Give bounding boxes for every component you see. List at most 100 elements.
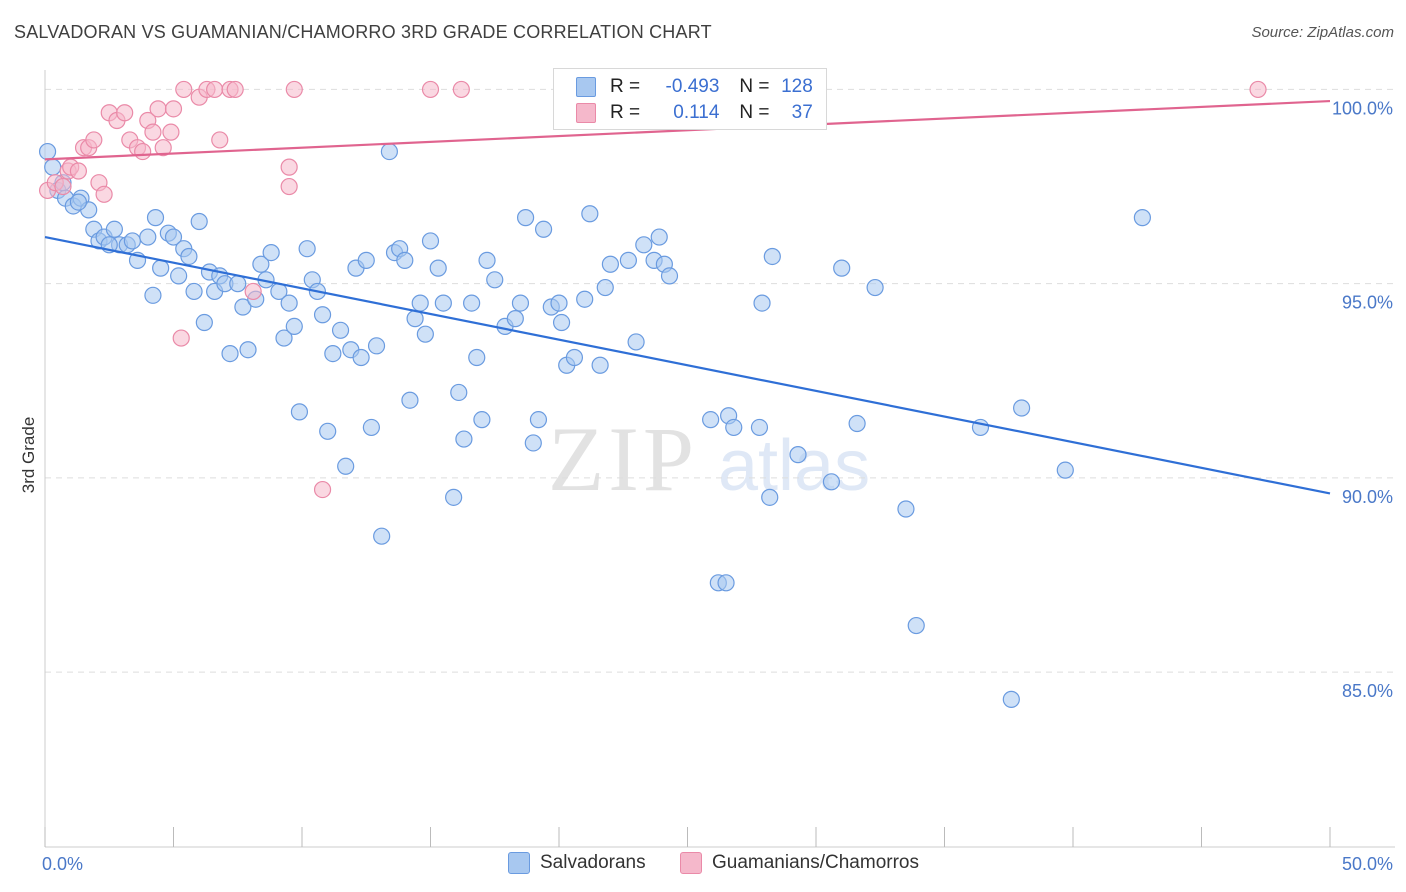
legend-r-label: R =	[610, 102, 641, 123]
salvadorans-trendline	[44, 235, 1331, 495]
scatter-point	[69, 193, 88, 211]
scatter-point	[234, 298, 252, 316]
scatter-point	[357, 251, 375, 269]
scatter-point	[789, 446, 807, 464]
scatter-point	[144, 123, 162, 141]
scatter-point	[565, 348, 584, 367]
scatter-point	[280, 158, 298, 176]
scatter-point	[822, 473, 841, 491]
scatter-point	[753, 294, 771, 312]
scatter-point	[866, 278, 884, 297]
scatter-point	[229, 275, 247, 293]
scatter-point	[206, 80, 224, 99]
legend-row-guamanians: R = 0.114 N = 37	[576, 101, 813, 125]
scatter-point	[190, 212, 208, 231]
scatter-point	[262, 243, 280, 262]
scatter-point	[149, 100, 167, 118]
scatter-point	[550, 294, 568, 312]
scatter-point	[324, 345, 342, 363]
scatter-point	[619, 251, 637, 269]
scatter-point	[421, 80, 440, 99]
scatter-point	[596, 278, 614, 297]
scatter-point	[170, 267, 188, 285]
scatter-point	[401, 391, 419, 409]
scatter-point	[116, 104, 134, 122]
scatter-point	[450, 383, 468, 402]
scatter-point	[69, 162, 88, 180]
legend-swatch-pink	[576, 103, 596, 123]
legend-r-value: -0.493	[665, 76, 720, 97]
legend-n-label: N =	[739, 102, 770, 123]
scatter-point	[221, 345, 239, 363]
chart-title: SALVADORAN VS GUAMANIAN/CHAMORRO 3RD GRA…	[14, 22, 712, 42]
scatter-point	[123, 232, 141, 250]
watermark: ZIP atlas	[548, 408, 870, 510]
scatter-point	[702, 411, 720, 429]
scatter-point	[180, 247, 198, 266]
scatter-point	[516, 209, 535, 227]
scatter-point	[280, 177, 298, 196]
y-tick-labels: 85.0% 90.0% 95.0% 100.0%	[1332, 98, 1393, 701]
scatter-point	[411, 294, 429, 312]
bottom-legend-guamanians: Guamanians/Chamorros	[680, 852, 919, 874]
scatter-point	[529, 411, 548, 429]
scatter-point	[352, 348, 370, 367]
scatter-point	[506, 310, 524, 328]
scatter-point	[601, 255, 620, 273]
x-tick-labels: 0.0% 50.0%	[42, 854, 1393, 874]
scatter-point	[907, 616, 925, 635]
scatter-point	[175, 80, 193, 99]
y-tick-label: 90.0%	[1342, 487, 1393, 507]
scatter-point	[146, 209, 165, 227]
scatter-point	[1249, 80, 1267, 99]
scatter-point	[373, 527, 391, 545]
scatter-point	[1002, 690, 1020, 708]
scatter-point	[380, 142, 398, 161]
scatter-point	[144, 286, 162, 304]
watermark-zip: ZIP	[548, 408, 698, 510]
scatter-point	[319, 422, 337, 440]
scatter-point	[362, 418, 380, 437]
scatter-point	[172, 329, 190, 347]
scatter-point	[290, 403, 309, 421]
scatter-point	[468, 348, 486, 367]
y-tick-label: 100.0%	[1332, 98, 1393, 118]
scatter-point	[434, 294, 452, 312]
scatter-point	[591, 356, 609, 374]
scatter-point	[524, 434, 542, 452]
scatter-point	[85, 131, 103, 149]
scatter-point	[105, 220, 123, 238]
scatter-point	[463, 294, 481, 312]
scatter-point	[285, 80, 303, 99]
scatter-point	[833, 259, 851, 277]
scatter-point	[452, 80, 470, 99]
x-tick-label: 50.0%	[1342, 854, 1393, 874]
legend-n-value: 37	[791, 102, 813, 123]
scatter-point	[763, 247, 781, 266]
scatter-point	[275, 329, 293, 347]
scatter-point	[226, 80, 244, 99]
scatter-point	[185, 282, 203, 301]
x-tick-label: 0.0%	[42, 854, 83, 874]
bottom-legend-salvadorans: Salvadorans	[508, 852, 646, 874]
scatter-point	[581, 205, 599, 223]
scatter-point	[848, 414, 866, 433]
scatter-point	[660, 267, 679, 285]
y-tick-label: 95.0%	[1342, 293, 1393, 313]
scatter-point	[445, 488, 463, 506]
scatter-point	[44, 158, 62, 176]
scatter-point	[244, 282, 262, 301]
axes	[44, 70, 1395, 848]
scatter-point	[38, 142, 57, 161]
scatter-point	[134, 142, 152, 161]
scatter-point	[627, 333, 645, 351]
bottom-legend-swatch-blue	[508, 852, 530, 874]
scatter-point	[1056, 461, 1074, 479]
scatter-point	[761, 488, 779, 506]
scatter-point	[511, 294, 530, 312]
scatter-point	[162, 123, 180, 141]
scatter-point	[650, 228, 668, 246]
scatter-point	[576, 290, 594, 308]
watermark-atlas: atlas	[718, 426, 870, 506]
scatter-point	[635, 236, 653, 254]
